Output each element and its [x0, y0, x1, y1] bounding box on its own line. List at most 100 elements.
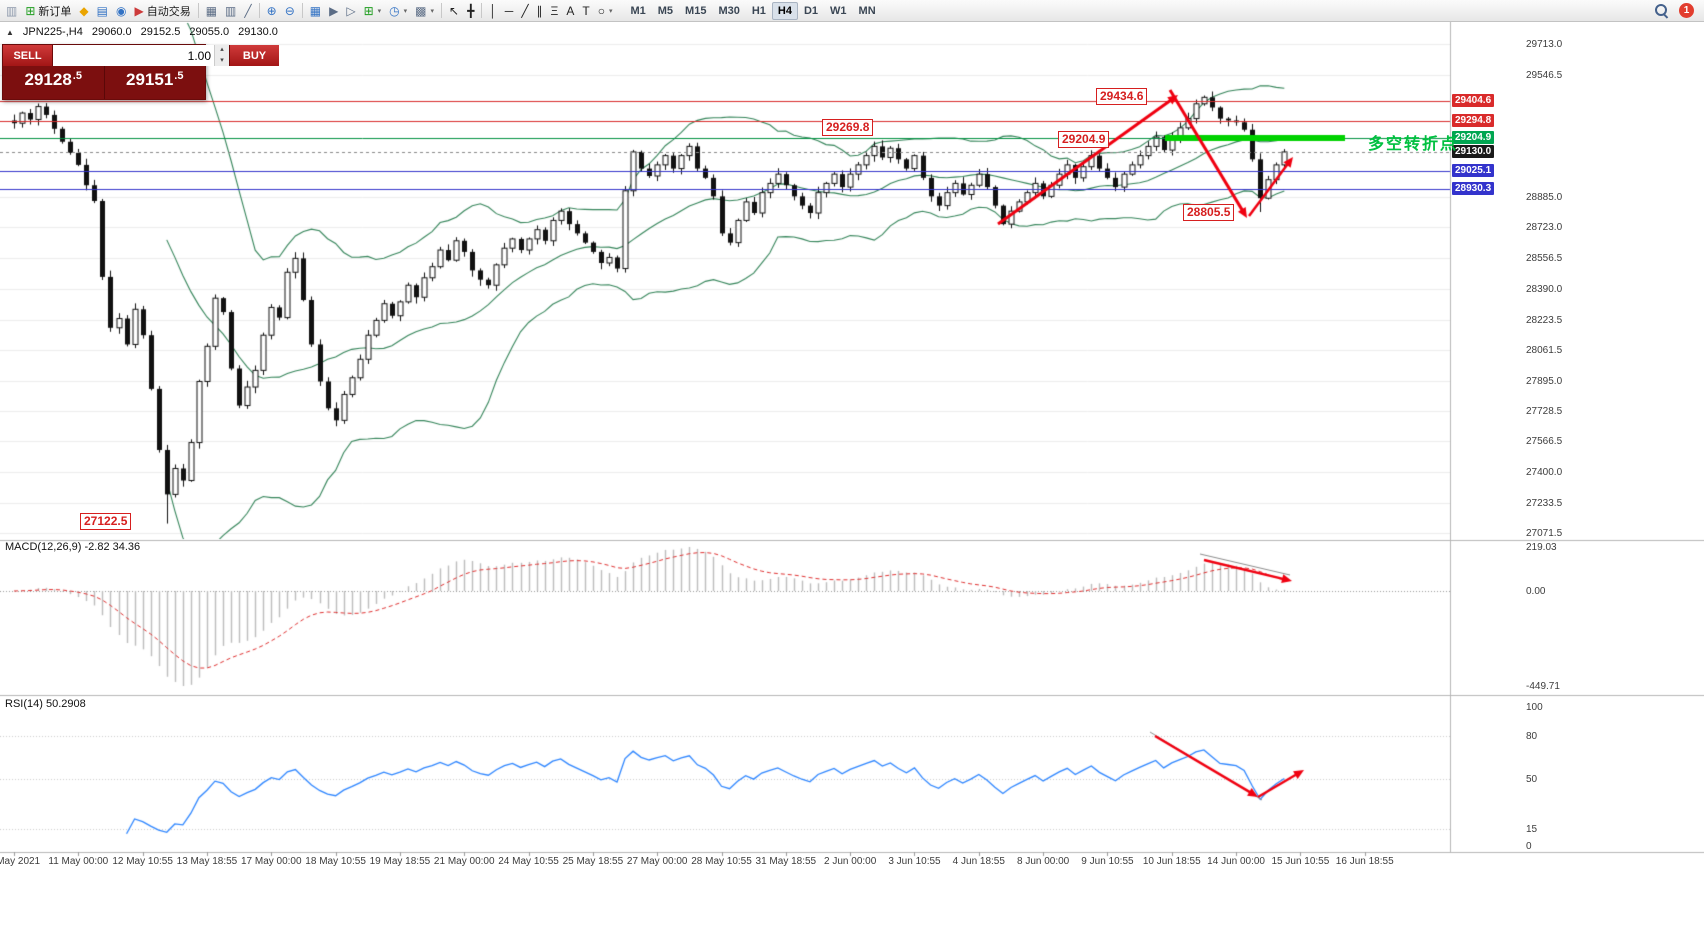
zoom-out-icon[interactable]: ⊖: [281, 2, 299, 20]
timeframe-toolbar: M1 M5 M15 M30 H1 H4 D1 W1 MN: [624, 1, 881, 20]
buy-price[interactable]: 29151 .5: [103, 66, 206, 99]
sell-button[interactable]: SELL: [3, 45, 52, 66]
toolbar-separator: [481, 3, 483, 18]
algo-trading-button-label: 自动交易: [146, 5, 191, 18]
new-order-button[interactable]: ⊞ 新订单: [21, 2, 75, 20]
shapes-icon-glyph: ○: [597, 3, 605, 18]
macd-name: MACD(12,26,9): [5, 541, 82, 553]
fibonacci-icon-glyph: Ξ: [550, 3, 559, 18]
volume-up-icon[interactable]: ▴: [215, 45, 229, 56]
price-annotation[interactable]: 28805.5: [1183, 204, 1235, 221]
text-icon-glyph: A: [566, 3, 575, 18]
chart-shift-icon[interactable]: ▷: [342, 2, 359, 20]
line-chart-icon[interactable]: ╱: [240, 2, 255, 20]
trend-note-annotation[interactable]: 多空转折点: [1368, 136, 1459, 153]
new-chart-plus-icon-glyph: ⊞: [363, 3, 374, 18]
buy-button[interactable]: BUY: [230, 45, 279, 66]
sell-price-pips: .5: [72, 70, 82, 82]
algo-trading-button[interactable]: ▶ 自动交易: [130, 2, 194, 20]
chart-window-icon[interactable]: ▥: [2, 2, 21, 20]
timeframe-w1[interactable]: W1: [830, 4, 847, 17]
ohlc-open: 29060.0: [91, 26, 132, 38]
label-icon[interactable]: T: [578, 2, 593, 20]
timeframe-m15[interactable]: M15: [685, 4, 707, 17]
timeframe-m1[interactable]: M1: [630, 4, 646, 17]
chart-window-icon-glyph: ▥: [6, 3, 18, 18]
timeframe-h1[interactable]: H1: [751, 4, 766, 17]
vertical-line-icon[interactable]: │: [485, 2, 501, 20]
bars-chart-icon[interactable]: ▦: [202, 2, 221, 20]
text-icon[interactable]: A: [562, 2, 578, 20]
economic-calendar-icon-glyph: ◉: [115, 3, 127, 18]
mql5-community-icon[interactable]: ◆: [75, 2, 92, 20]
toolbar-separator: [441, 3, 442, 18]
one-click-trading-panel: SELL ▴ ▾ BUY 29128 .5 29151 .5: [2, 44, 279, 100]
shapes-icon[interactable]: ○ ▾: [594, 2, 617, 20]
indicators-icon[interactable]: ▩ ▾: [411, 2, 438, 20]
timeframe-m5[interactable]: M5: [657, 4, 674, 17]
sell-price[interactable]: 29128 .5: [3, 66, 104, 99]
trendline-icon[interactable]: ╱: [517, 2, 532, 20]
ohlc-low: 29055.0: [189, 26, 230, 38]
timeframe-h4[interactable]: H4: [771, 1, 798, 20]
search-icon[interactable]: [1654, 3, 1669, 18]
symbol-title: JPN225-,H4: [22, 26, 83, 38]
price-annotation[interactable]: 29204.9: [1058, 131, 1110, 148]
chart-shift-icon-glyph: ▷: [346, 3, 356, 18]
cursor-icon[interactable]: ↖: [445, 2, 463, 20]
price-annotation[interactable]: 27122.5: [80, 513, 132, 530]
collapse-triangle-icon[interactable]: ▲: [6, 27, 14, 37]
horizontal-line-icon-glyph: ─: [504, 3, 514, 18]
zoom-in-icon-glyph: ⊕: [266, 3, 277, 18]
crosshair-icon[interactable]: ╋: [463, 2, 478, 20]
buy-price-pips: .5: [174, 70, 184, 82]
volume-down-icon[interactable]: ▾: [215, 55, 229, 66]
depth-of-market-icon[interactable]: ▤: [93, 2, 112, 20]
zoom-in-icon[interactable]: ⊕: [263, 2, 281, 20]
toolbar-buttons: ▥ ⊞ 新订单 ◆ ▤ ◉ ▶ 自动交易 ▦ ▥ ╱ ⊕ ⊖ ▦ ▶ ▷ ⊞ ▾ ◷ ▾ ▩ ▾ ↖ ╋ │ ─ ╱ ∥ Ξ A T ○ ▾: [2, 2, 616, 20]
shapes-icon-caret: ▾: [608, 7, 613, 15]
tile-windows-icon[interactable]: ▦: [306, 2, 325, 20]
new-chart-plus-icon[interactable]: ⊞ ▾: [360, 2, 386, 20]
horizontal-line-icon[interactable]: ─: [501, 2, 518, 20]
auto-scroll-icon[interactable]: ▶: [325, 2, 342, 20]
timeframe-d1[interactable]: D1: [803, 4, 819, 17]
ohlc-high: 29152.5: [140, 26, 181, 38]
toolbar-separator: [301, 3, 303, 18]
timeframe-mn[interactable]: MN: [858, 4, 876, 17]
timeframe-m30[interactable]: M30: [718, 4, 740, 17]
trade-controls-row: SELL ▴ ▾ BUY: [3, 45, 279, 66]
line-chart-icon-glyph: ╱: [244, 3, 252, 18]
volume-stepper: ▴ ▾: [214, 45, 229, 66]
new-chart-plus-icon-caret: ▾: [377, 7, 382, 15]
fibonacci-icon[interactable]: Ξ: [547, 2, 563, 20]
period-clock-icon[interactable]: ◷ ▾: [385, 2, 411, 20]
rsi-name: RSI(14): [5, 698, 43, 710]
bars-chart-icon-glyph: ▦: [205, 3, 218, 18]
depth-of-market-icon-glyph: ▤: [96, 3, 108, 18]
volume-input[interactable]: [53, 45, 214, 66]
channel-icon[interactable]: ∥: [533, 2, 547, 20]
price-annotation[interactable]: 29269.8: [822, 119, 874, 136]
algo-trading-button-glyph: ▶: [134, 3, 144, 18]
symbol-info-bar: ▲ JPN225-,H4 29060.0 29152.5 29055.0 291…: [6, 26, 278, 38]
sell-price-main: 29128: [24, 70, 72, 89]
toolbar-right: 1: [1654, 3, 1702, 18]
rsi-indicator-label: RSI(14) 50.2908: [5, 698, 86, 710]
candlestick-chart-icon[interactable]: ▥: [221, 2, 240, 20]
volume-box: ▴ ▾: [52, 45, 230, 66]
toolbar: ▥ ⊞ 新订单 ◆ ▤ ◉ ▶ 自动交易 ▦ ▥ ╱ ⊕ ⊖ ▦ ▶ ▷ ⊞ ▾ ◷ ▾ ▩ ▾ ↖ ╋ │ ─ ╱ ∥ Ξ A T ○ ▾ M…: [0, 0, 1704, 22]
buy-price-main: 29151: [126, 70, 174, 89]
price-annotation[interactable]: 29434.6: [1096, 88, 1148, 105]
indicators-icon-caret: ▾: [430, 7, 434, 15]
toolbar-separator: [197, 3, 199, 18]
economic-calendar-icon[interactable]: ◉: [112, 2, 130, 20]
price-chart-canvas[interactable]: [0, 22, 1704, 946]
indicators-icon-glyph: ▩: [415, 3, 427, 18]
notifications-badge[interactable]: 1: [1679, 3, 1694, 18]
ohlc-close: 29130.0: [238, 26, 278, 38]
cursor-icon-glyph: ↖: [449, 3, 460, 18]
new-order-button-label: 新订单: [38, 5, 72, 18]
zoom-out-icon-glyph: ⊖: [284, 3, 295, 18]
